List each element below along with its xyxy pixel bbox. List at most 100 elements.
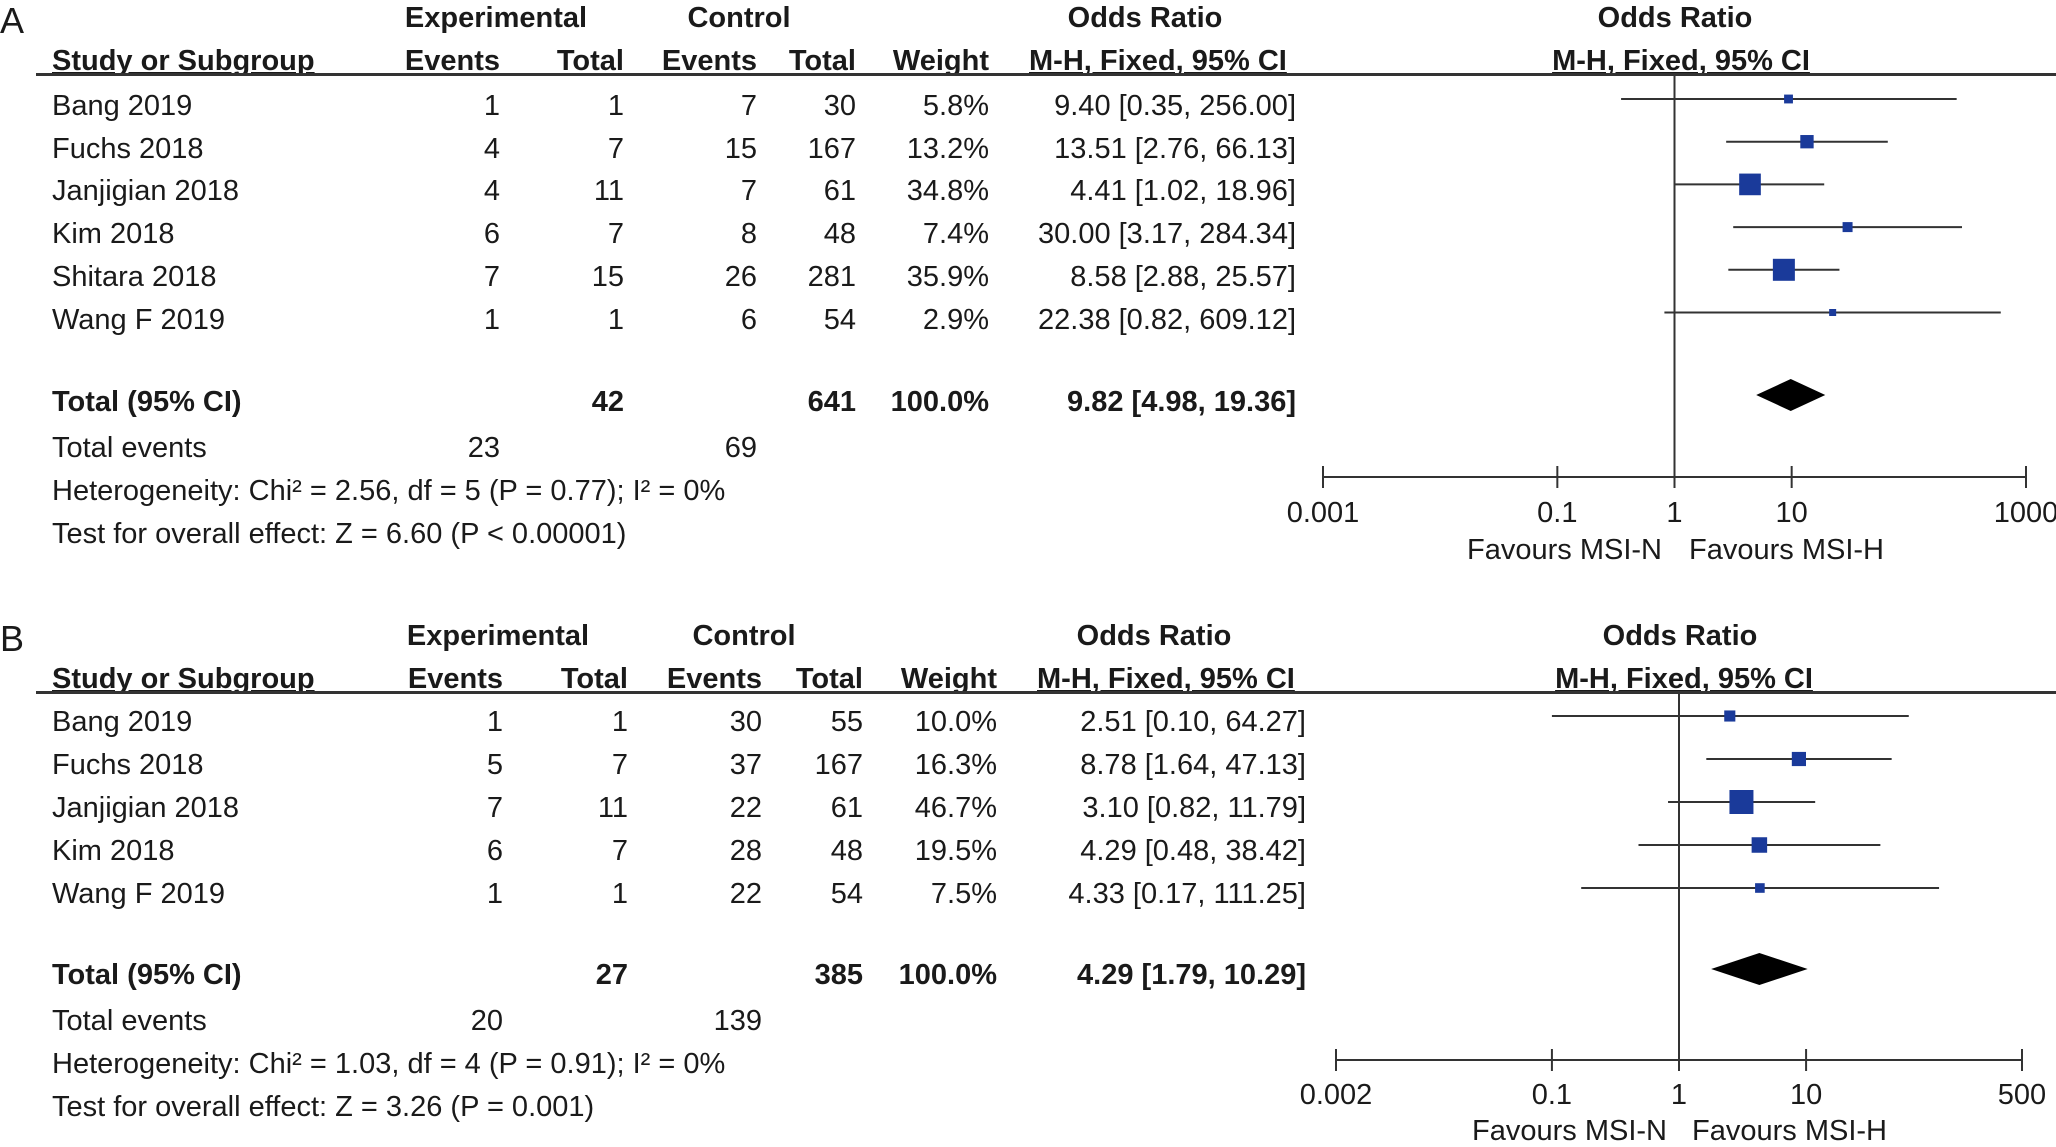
axis-tick-label: 0.1 — [1532, 1079, 1572, 1111]
exp-total-cell: 1 — [611, 706, 628, 738]
ctl-total-cell: 61 — [830, 792, 863, 824]
study-marker — [1729, 790, 1754, 814]
exp-events-cell: 1 — [483, 304, 500, 336]
pooled-diamond — [1756, 379, 1826, 411]
ci-cell: 8.78 [1.64, 47.13] — [1080, 749, 1306, 781]
weight-cell: 16.3% — [914, 749, 997, 781]
ctl-events-cell: 22 — [729, 878, 762, 910]
ctl-total-cell: 30 — [823, 90, 856, 122]
total-label: Total (95% CI) — [52, 959, 242, 991]
header-study: Study or Subgroup — [52, 663, 315, 695]
weight-cell: 19.5% — [914, 835, 997, 867]
header-control: Control — [692, 620, 796, 652]
overall-effect: Test for overall effect: Z = 3.26 (P = 0… — [52, 1091, 595, 1123]
study-marker — [1724, 710, 1736, 722]
header-odds-ratio-plot: Odds Ratio — [1602, 620, 1758, 652]
total-events-exp: 23 — [467, 432, 500, 464]
axis-tick-label: 0.1 — [1537, 497, 1577, 529]
ctl-total-cell: 167 — [807, 133, 856, 165]
ctl-events-cell: 15 — [724, 133, 757, 165]
header-odds-ratio-table: Odds Ratio — [1067, 2, 1223, 34]
study-marker — [1800, 135, 1814, 149]
study-marker — [1751, 837, 1768, 853]
study-name: Wang F 2019 — [52, 304, 226, 336]
ctl-events-cell: 22 — [729, 792, 762, 824]
header-weight: Weight — [900, 663, 997, 695]
total-events-label: Total events — [52, 1005, 207, 1037]
study-name: Kim 2018 — [52, 218, 175, 250]
total-exp-total: 27 — [595, 959, 628, 991]
header-odds-ratio-table: Odds Ratio — [1076, 620, 1232, 652]
forest-panel-b: B Experimental Control Odds Ratio Odds R… — [0, 616, 2056, 1147]
study-name: Kim 2018 — [52, 835, 175, 867]
study-name: Janjigian 2018 — [52, 792, 240, 824]
ci-cell: 4.33 [0.17, 111.25] — [1068, 878, 1306, 910]
study-marker — [1829, 309, 1837, 316]
header-study: Study or Subgroup — [52, 45, 315, 77]
study-name: Shitara 2018 — [52, 261, 217, 293]
axis-tick-label: 0.002 — [1300, 1079, 1373, 1111]
total-ctl-total: 385 — [814, 959, 863, 991]
total-ci: 4.29 [1.79, 10.29] — [1077, 959, 1306, 991]
ctl-total-cell: 167 — [814, 749, 863, 781]
header-control: Control — [687, 2, 791, 34]
exp-total-cell: 11 — [593, 175, 624, 207]
weight-cell: 2.9% — [922, 304, 989, 336]
total-events-ctl: 69 — [724, 432, 757, 464]
exp-total-cell: 15 — [591, 261, 624, 293]
header-exp-total: Total — [560, 663, 628, 695]
total-events-ctl: 139 — [713, 1005, 762, 1037]
ctl-events-cell: 26 — [724, 261, 757, 293]
header-ctl-events: Events — [666, 663, 762, 695]
axis-tick-label: 1000 — [1994, 497, 2056, 529]
forest-plot-b: 0.002 0.1 1 10 500 — [1300, 693, 2046, 1111]
total-exp-total: 42 — [591, 386, 624, 418]
ctl-total-cell: 48 — [823, 218, 856, 250]
pooled-diamond — [1711, 953, 1808, 985]
heterogeneity: Heterogeneity: Chi² = 1.03, df = 4 (P = … — [52, 1048, 726, 1080]
exp-total-cell: 1 — [607, 304, 624, 336]
total-ctl-total: 641 — [807, 386, 856, 418]
ci-cell: 22.38 [0.82, 609.12] — [1038, 304, 1296, 336]
favours-left: Favours MSI-N — [1472, 1115, 1667, 1147]
favours-right: Favours MSI-H — [1692, 1115, 1887, 1147]
header-rule — [36, 691, 2056, 694]
ctl-total-cell: 281 — [807, 261, 856, 293]
study-name: Wang F 2019 — [52, 878, 226, 910]
weight-cell: 7.4% — [922, 218, 989, 250]
exp-total-cell: 7 — [611, 749, 628, 781]
exp-events-cell: 7 — [486, 792, 503, 824]
exp-events-cell: 4 — [483, 175, 500, 207]
ctl-total-cell: 54 — [830, 878, 863, 910]
ctl-total-cell: 61 — [823, 175, 856, 207]
total-weight: 100.0% — [890, 386, 989, 418]
ctl-events-cell: 6 — [740, 304, 757, 336]
weight-cell: 13.2% — [906, 133, 989, 165]
study-marker — [1784, 94, 1793, 104]
heterogeneity: Heterogeneity: Chi² = 2.56, df = 5 (P = … — [52, 475, 726, 507]
axis-tick-label: 500 — [1998, 1079, 2046, 1111]
header-ctl-total: Total — [788, 45, 856, 77]
header-method-plot: M-H, Fixed, 95% CI — [1552, 45, 1810, 77]
weight-cell: 5.8% — [922, 90, 989, 122]
study-name: Fuchs 2018 — [52, 749, 204, 781]
ci-cell: 2.51 [0.10, 64.27] — [1080, 706, 1306, 738]
ci-cell: 4.41 [1.02, 18.96] — [1070, 175, 1296, 207]
total-ci: 9.82 [4.98, 19.36] — [1067, 386, 1296, 418]
exp-total-cell: 1 — [607, 90, 624, 122]
ci-cell: 30.00 [3.17, 284.34] — [1038, 218, 1296, 250]
overall-effect: Test for overall effect: Z = 6.60 (P < 0… — [52, 518, 627, 550]
study-name: Bang 2019 — [52, 90, 193, 122]
exp-events-cell: 6 — [483, 218, 500, 250]
header-experimental: Experimental — [404, 2, 588, 34]
total-events-label: Total events — [52, 432, 207, 464]
header-exp-total: Total — [556, 45, 624, 77]
ci-cell: 8.58 [2.88, 25.57] — [1070, 261, 1296, 293]
study-name: Bang 2019 — [52, 706, 193, 738]
total-events-exp: 20 — [470, 1005, 503, 1037]
exp-events-cell: 5 — [486, 749, 503, 781]
ctl-events-cell: 30 — [729, 706, 762, 738]
ctl-total-cell: 54 — [823, 304, 856, 336]
exp-events-cell: 1 — [486, 706, 503, 738]
weight-cell: 34.8% — [906, 175, 989, 207]
